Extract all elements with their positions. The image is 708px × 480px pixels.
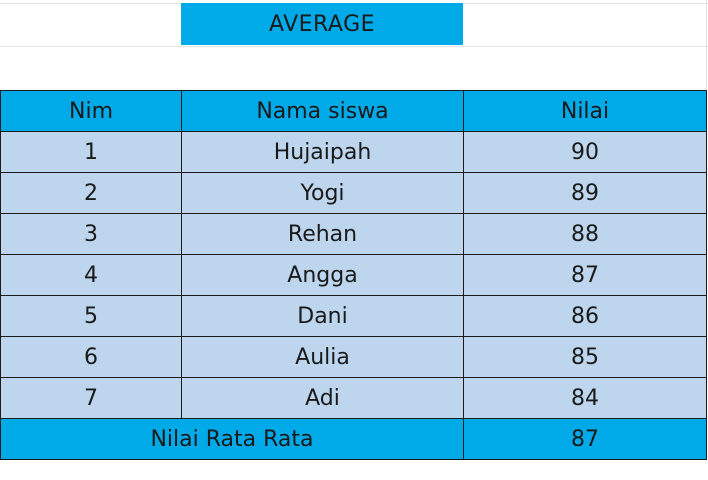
header-row: Nim Nama siswa Nilai (0, 90, 707, 132)
cell-nilai[interactable]: 90 (463, 131, 707, 173)
table-row: 4 Angga 87 (0, 254, 707, 296)
header-nama-siswa[interactable]: Nama siswa (181, 90, 464, 132)
table-row: 5 Dani 86 (0, 295, 707, 337)
cell-nim[interactable]: 6 (0, 336, 182, 378)
cell-nama[interactable]: Yogi (181, 172, 464, 214)
gridline (706, 0, 707, 90)
cell-nilai[interactable]: 87 (463, 254, 707, 296)
table-row: 7 Adi 84 (0, 377, 707, 419)
cell-nama[interactable]: Adi (181, 377, 464, 419)
table-row: 3 Rehan 88 (0, 213, 707, 255)
title-cell[interactable]: AVERAGE (181, 3, 463, 45)
average-row: Nilai Rata Rata 87 (0, 418, 707, 460)
header-nim[interactable]: Nim (0, 90, 182, 132)
table-row: 1 Hujaipah 90 (0, 131, 707, 173)
cell-nama[interactable]: Hujaipah (181, 131, 464, 173)
header-nilai[interactable]: Nilai (463, 90, 707, 132)
grades-table: Nim Nama siswa Nilai 1 Hujaipah 90 2 Yog… (0, 90, 707, 460)
cell-nilai[interactable]: 89 (463, 172, 707, 214)
average-value[interactable]: 87 (463, 418, 707, 460)
table-row: 2 Yogi 89 (0, 172, 707, 214)
page-title: AVERAGE (268, 11, 376, 37)
cell-nilai[interactable]: 85 (463, 336, 707, 378)
cell-nim[interactable]: 3 (0, 213, 182, 255)
cell-nama[interactable]: Angga (181, 254, 464, 296)
cell-nim[interactable]: 5 (0, 295, 182, 337)
cell-nilai[interactable]: 84 (463, 377, 707, 419)
average-label[interactable]: Nilai Rata Rata (0, 418, 464, 460)
cell-nim[interactable]: 7 (0, 377, 182, 419)
cell-nama[interactable]: Aulia (181, 336, 464, 378)
cell-nim[interactable]: 4 (0, 254, 182, 296)
cell-nama[interactable]: Rehan (181, 213, 464, 255)
cell-nilai[interactable]: 86 (463, 295, 707, 337)
gridline (0, 46, 708, 47)
table-row: 6 Aulia 85 (0, 336, 707, 378)
cell-nim[interactable]: 1 (0, 131, 182, 173)
cell-nilai[interactable]: 88 (463, 213, 707, 255)
cell-nim[interactable]: 2 (0, 172, 182, 214)
cell-nama[interactable]: Dani (181, 295, 464, 337)
